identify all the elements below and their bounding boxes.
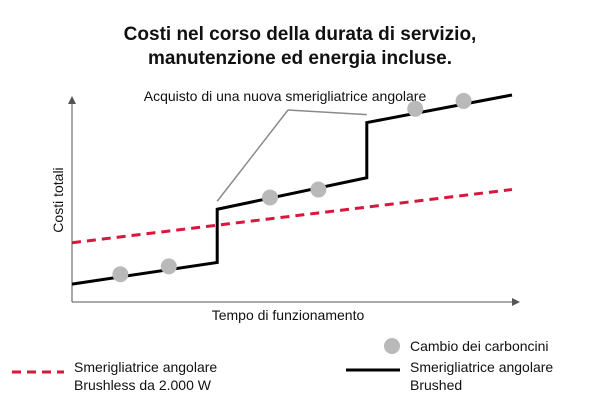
legend-brushed-line-2: Brushed — [410, 377, 462, 393]
legend: Smerigliatrice angolare Brushless da 2.0… — [12, 338, 553, 393]
y-axis-arrow-icon — [68, 96, 76, 104]
brush-change-marker-3 — [262, 189, 278, 206]
legend-brushless-line-1: Smerigliatrice angolare — [74, 359, 217, 375]
brush-change-marker-1 — [112, 266, 129, 283]
series-layer — [71, 93, 513, 286]
series-line-brushed — [71, 93, 513, 286]
x-axis-label: Tempo di funzionamento — [212, 307, 365, 323]
brush-change-marker-6 — [455, 92, 472, 109]
marker-layer — [112, 92, 472, 283]
brush-change-marker-5 — [407, 100, 424, 117]
annotation-connector-1 — [216, 109, 289, 202]
chart-title-line-2: manutenzione ed energia incluse. — [148, 48, 452, 69]
legend-marker-label: Cambio dei carboncini — [410, 338, 549, 354]
legend-brushed-line-1: Smerigliatrice angolare — [410, 359, 553, 375]
legend-brushless-line-2: Brushless da 2.000 W — [74, 377, 212, 393]
brush-change-marker-2 — [160, 258, 177, 275]
series-line-brushless — [71, 188, 513, 245]
x-axis-arrow-icon — [512, 298, 520, 306]
chart-title-line-1: Costi nel corso della durata di servizio… — [124, 24, 477, 45]
annotation-label: Acquisto di una nuova smerigliatrice ang… — [144, 88, 427, 104]
annotation-connector-2 — [287, 109, 367, 116]
y-axis-label: Costi totali — [50, 167, 66, 232]
annotation-lines — [216, 109, 367, 202]
brush-change-marker-4 — [310, 181, 327, 198]
legend-marker-swatch — [384, 338, 400, 354]
